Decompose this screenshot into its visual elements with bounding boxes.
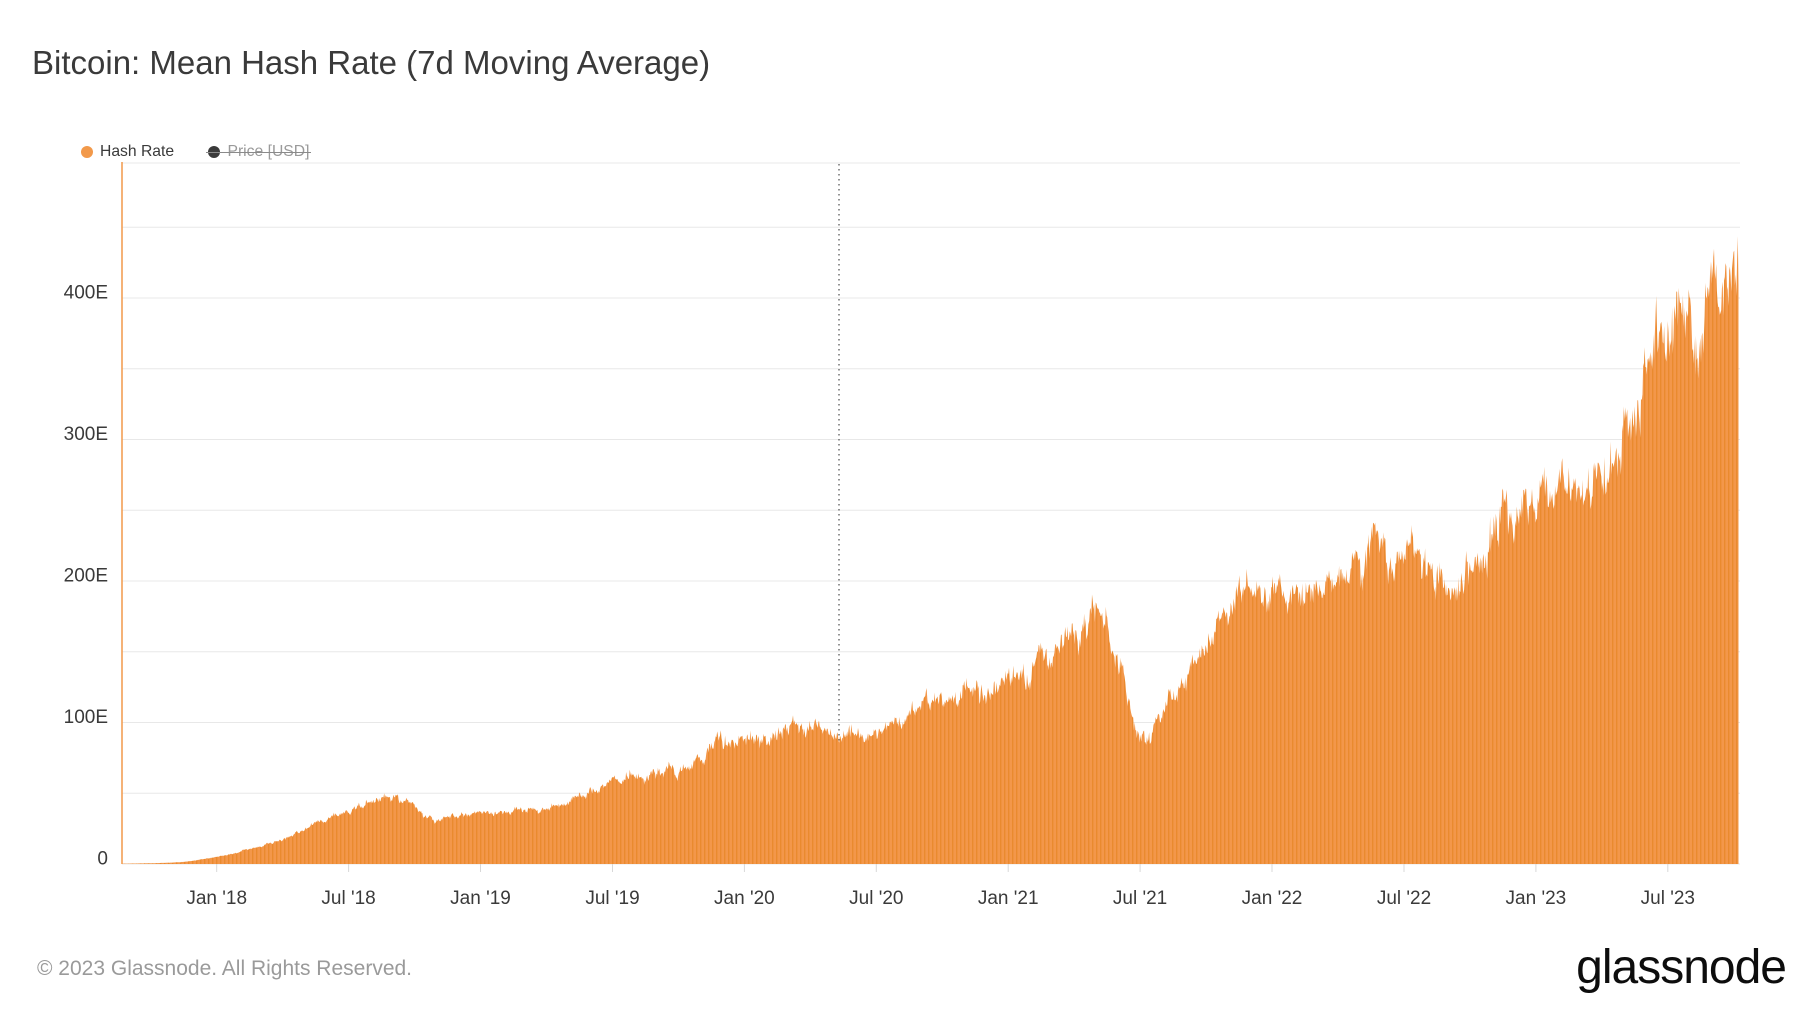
svg-text:200E: 200E	[64, 566, 108, 587]
svg-text:0: 0	[97, 849, 108, 870]
svg-text:Jul '21: Jul '21	[1113, 888, 1167, 909]
svg-text:Jan '20: Jan '20	[714, 888, 775, 909]
svg-text:Jul '22: Jul '22	[1377, 888, 1431, 909]
svg-text:300E: 300E	[64, 424, 108, 445]
svg-text:Jul '20: Jul '20	[849, 888, 903, 909]
svg-text:400E: 400E	[64, 283, 108, 304]
svg-text:Jul '23: Jul '23	[1641, 888, 1695, 909]
svg-text:Jan '18: Jan '18	[186, 888, 247, 909]
svg-text:Jan '21: Jan '21	[978, 888, 1039, 909]
svg-text:Jan '23: Jan '23	[1506, 888, 1567, 909]
svg-text:Jan '19: Jan '19	[450, 888, 511, 909]
svg-text:100E: 100E	[64, 707, 108, 728]
svg-text:Jul '18: Jul '18	[321, 888, 375, 909]
svg-text:Jan '22: Jan '22	[1242, 888, 1303, 909]
svg-text:Jul '19: Jul '19	[585, 888, 639, 909]
